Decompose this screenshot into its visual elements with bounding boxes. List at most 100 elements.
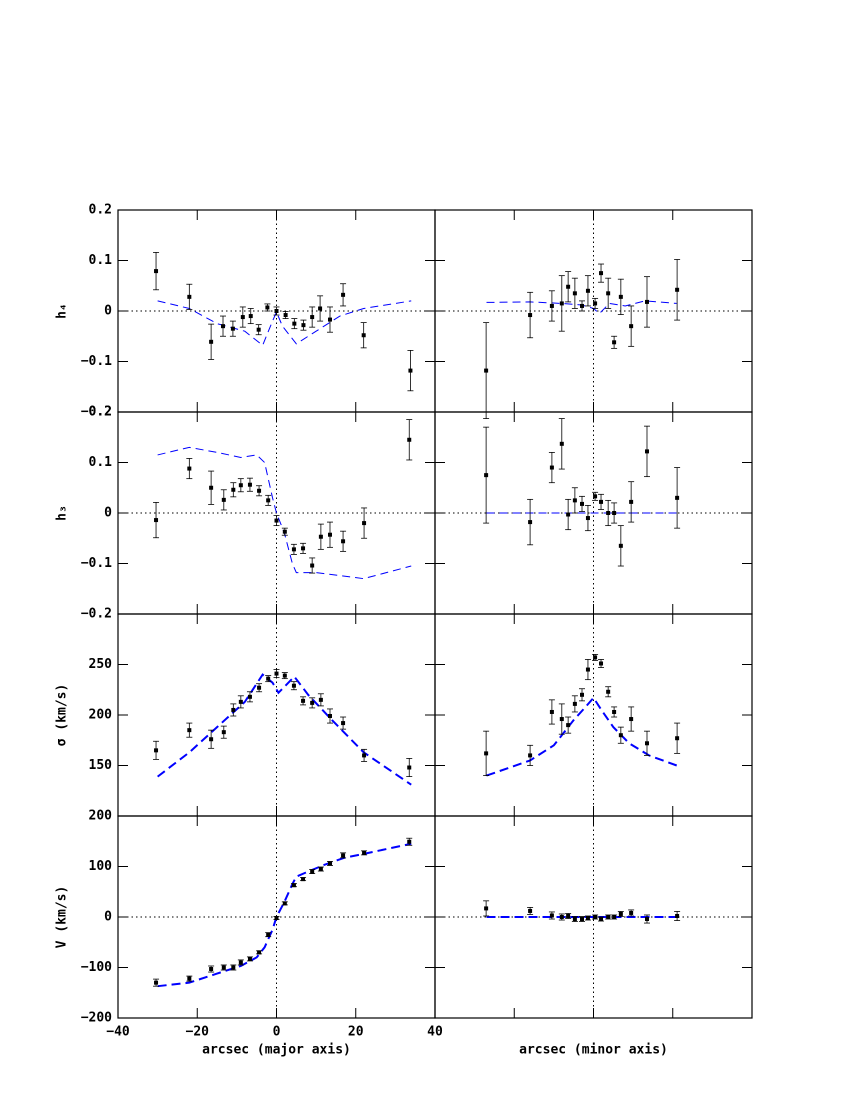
y-tick-label: 0 [104, 506, 112, 521]
data-point [572, 291, 577, 296]
data-point [566, 723, 571, 728]
data-point [257, 950, 262, 955]
data-point [612, 511, 617, 515]
data-point [154, 518, 159, 523]
panel [434, 613, 753, 817]
data-point [318, 697, 323, 702]
data-point [566, 284, 571, 289]
data-point [585, 667, 590, 672]
data-point [644, 449, 649, 454]
data-point [274, 309, 279, 313]
y-tick-label: 150 [89, 758, 113, 773]
y-axis-label: V (km/s) [55, 886, 70, 949]
data-point [612, 340, 617, 345]
data-point [572, 917, 577, 922]
data-point [644, 299, 649, 304]
data-point [644, 917, 649, 922]
data-point [310, 563, 315, 568]
data-point [274, 518, 279, 523]
data-point [291, 683, 296, 688]
y-tick-label: 0.1 [89, 455, 113, 470]
data-point [593, 655, 598, 660]
y-axis-label: σ (km/s) [55, 684, 70, 747]
panel [434, 411, 753, 615]
y-tick-label: −0.1 [81, 556, 112, 571]
data-point [327, 714, 332, 719]
x-tick-label: −40 [106, 1025, 130, 1040]
data-point [566, 512, 571, 517]
y-axis-label: h₃ [55, 505, 70, 521]
data-point [559, 915, 564, 919]
data-point [318, 867, 323, 872]
data-point [528, 908, 533, 913]
data-point [572, 701, 577, 706]
data-point [257, 685, 262, 690]
y-axis-label: h₄ [55, 303, 70, 319]
y-tick-label: 200 [89, 809, 113, 824]
data-point [580, 303, 585, 308]
data-point [341, 539, 346, 544]
data-point [618, 294, 623, 299]
y-tick-label: −0.2 [81, 607, 112, 622]
data-point [528, 313, 533, 318]
data-point [593, 301, 598, 306]
data-point [606, 689, 611, 694]
data-point [528, 753, 533, 758]
data-point [282, 529, 287, 534]
data-point [629, 910, 634, 915]
data-point [549, 465, 554, 470]
data-point [549, 709, 554, 714]
data-point [291, 547, 296, 552]
data-point [580, 501, 585, 506]
data-point [585, 516, 590, 521]
data-point [247, 694, 252, 699]
y-tick-label: 0.1 [89, 253, 113, 268]
y-tick-label: −100 [81, 960, 112, 975]
data-point [341, 853, 346, 858]
data-point [407, 839, 412, 844]
data-point [231, 487, 236, 492]
data-point [593, 915, 598, 919]
data-point [618, 543, 623, 548]
panel [434, 209, 753, 419]
data-point [221, 497, 226, 502]
data-point [362, 850, 367, 855]
model-line [486, 300, 677, 315]
data-point [606, 511, 611, 515]
data-point [484, 368, 489, 373]
data-point [618, 911, 623, 916]
data-point [154, 269, 159, 274]
data-point [612, 915, 617, 919]
data-point [327, 861, 332, 866]
data-point [292, 321, 297, 326]
data-point [484, 473, 489, 478]
data-point [209, 485, 214, 490]
data-point [549, 913, 554, 918]
data-point [572, 498, 577, 503]
data-point [675, 913, 680, 918]
data-point [407, 437, 412, 442]
data-point [629, 324, 634, 329]
x-axis-label: arcsec (minor axis) [519, 1043, 668, 1058]
data-point [629, 717, 634, 722]
y-tick-label: −200 [81, 1011, 112, 1026]
data-point [209, 967, 214, 972]
data-point [221, 730, 226, 735]
data-point [675, 495, 680, 500]
y-tick-label: −0.1 [81, 354, 112, 369]
y-tick-label: 0 [104, 304, 112, 319]
data-point [240, 315, 245, 320]
y-tick-label: 0 [104, 910, 112, 925]
data-point [266, 498, 271, 503]
panel: −0.2 −0.1 0 0.1 0.2 h₃ [55, 405, 436, 622]
data-point [566, 913, 571, 918]
data-point [310, 869, 315, 874]
data-point [644, 741, 649, 746]
data-point [282, 901, 287, 906]
panel: arcsec (minor axis) [434, 815, 753, 1058]
data-point [559, 717, 564, 722]
data-point [549, 303, 554, 308]
data-point [221, 324, 226, 329]
data-point [154, 980, 159, 985]
